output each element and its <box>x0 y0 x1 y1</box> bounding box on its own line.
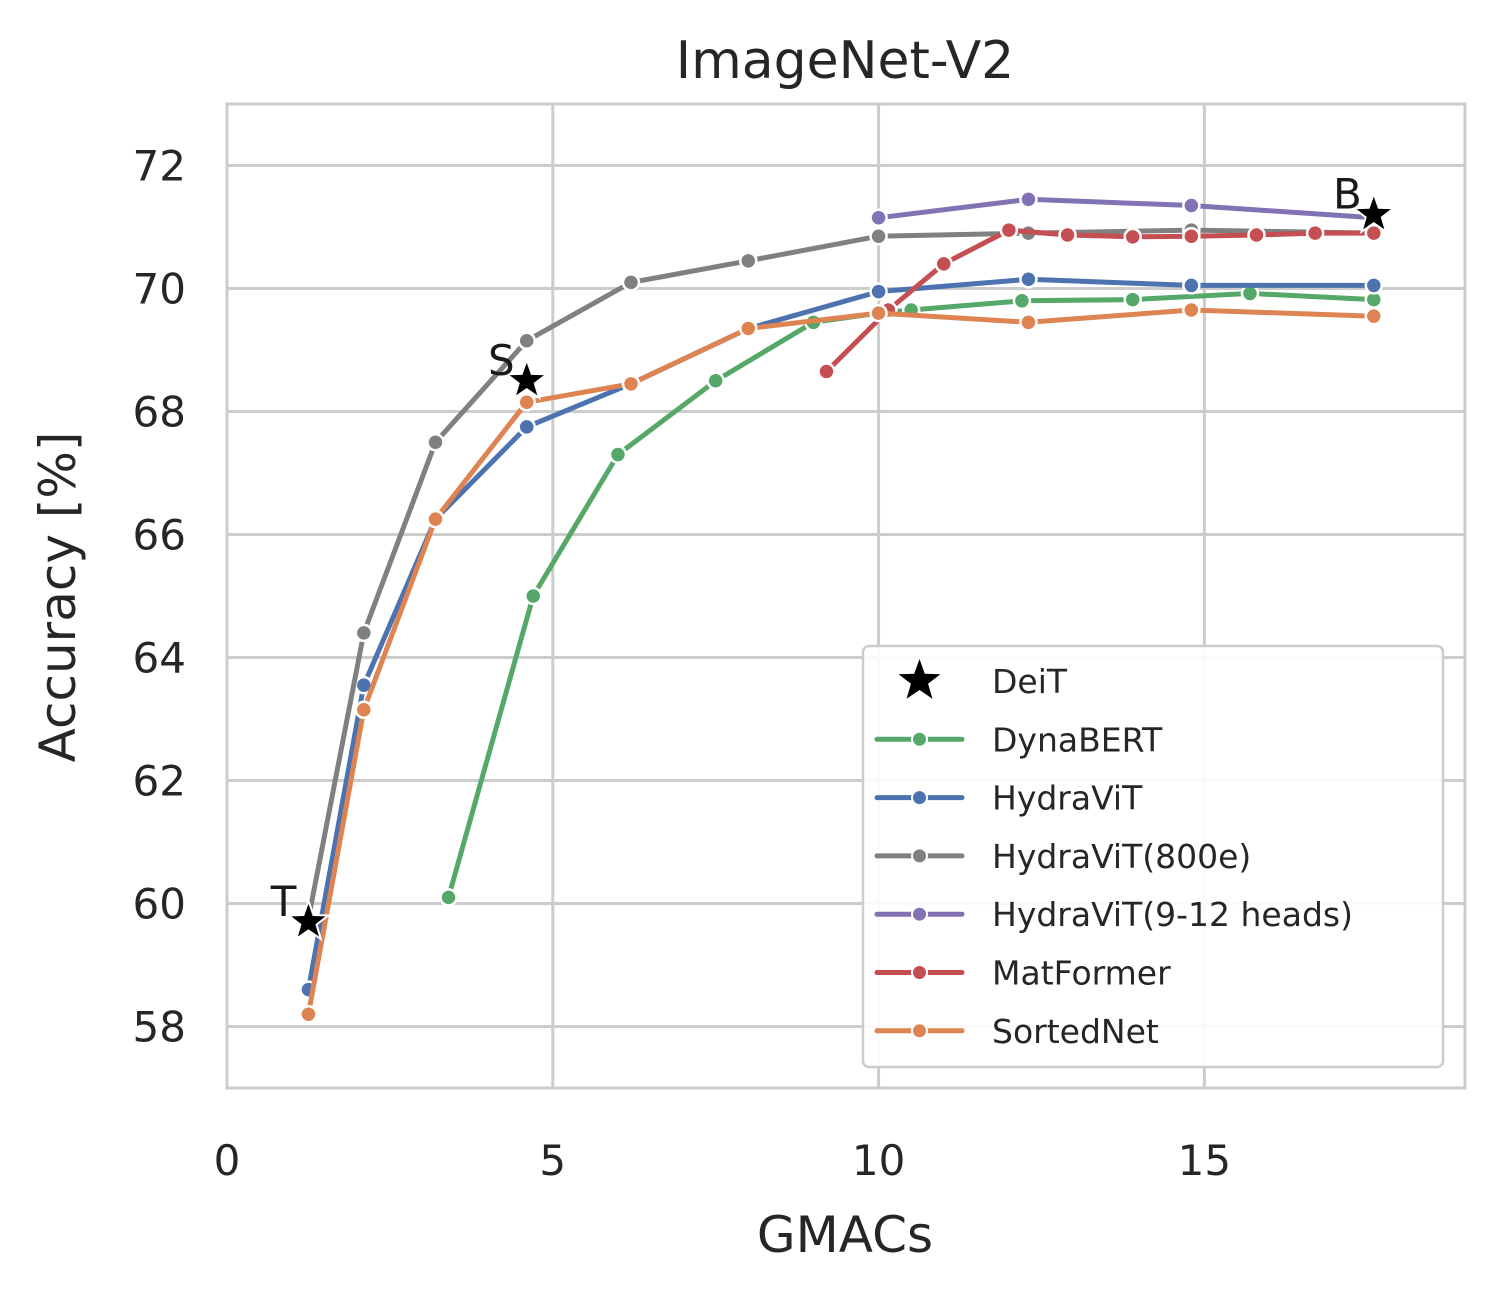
data-point-dynabert <box>1012 291 1032 311</box>
x-tick-label: 10 <box>852 1136 905 1185</box>
data-point-sortednet <box>299 1004 318 1024</box>
legend-label: MatFormer <box>992 954 1171 993</box>
legend-entry-deit: DeiT <box>898 659 1068 701</box>
legend-entry-hydravit: HydraViT <box>874 779 1143 818</box>
data-point-hydravit-9-12-heads <box>1182 196 1201 215</box>
y-tick-label: 60 <box>133 880 186 929</box>
data-point-matformer <box>817 362 836 381</box>
y-axis-title: Accuracy [%] <box>29 432 87 763</box>
legend-label: SortedNet <box>992 1012 1159 1051</box>
data-point-hydravit <box>1182 276 1201 295</box>
deit-annotation-s: S <box>488 336 515 385</box>
y-tick-label: 66 <box>133 511 186 560</box>
series-sortednet <box>299 300 1384 1024</box>
data-point-hydravit <box>869 282 888 301</box>
data-point-sortednet <box>354 700 374 720</box>
legend-label: HydraViT <box>992 779 1143 818</box>
series-matformer <box>817 220 1384 381</box>
legend-label: HydraViT(800e) <box>992 837 1251 876</box>
data-point-hydravit <box>517 417 536 437</box>
data-point-sortednet <box>869 303 888 323</box>
x-tick-label: 5 <box>539 1136 566 1185</box>
grid-lines <box>225 104 1465 1088</box>
data-point-hydravit-800e <box>517 331 536 351</box>
legend-label: HydraViT(9-12 heads) <box>992 895 1353 934</box>
series-line-hydravit-9-12-heads <box>876 196 1377 221</box>
legend-marker-swatch <box>911 905 928 923</box>
legend-entry-hydravit-800e: HydraViT(800e) <box>874 837 1251 876</box>
deit-star-marker <box>1350 190 1397 235</box>
chart-title: ImageNet-V2 <box>676 31 1015 91</box>
plot-frame <box>225 102 1467 1090</box>
deit-annotation-b: B <box>1333 170 1362 219</box>
x-axis-title: GMACs <box>757 1206 933 1264</box>
x-tick-label: 0 <box>214 1136 241 1185</box>
legend: DeiT DynaBERT HydraViT HydraViT(800e) HydraV… <box>861 644 1445 1069</box>
legend-marker-swatch <box>911 964 928 981</box>
data-point-dynabert <box>608 445 628 464</box>
data-point-sortednet <box>517 393 536 412</box>
data-point-hydravit-800e <box>426 433 445 452</box>
data-point-sortednet <box>621 374 641 394</box>
legend-marker-swatch <box>911 1022 928 1040</box>
deit-annotation-t: T <box>270 877 297 926</box>
y-tick-label: 64 <box>133 634 186 683</box>
data-point-matformer <box>1182 226 1201 246</box>
legend-entry-dynabert: DynaBERT <box>874 720 1163 759</box>
data-point-matformer <box>1364 223 1384 243</box>
legend-entry-sortednet: SortedNet <box>874 1012 1159 1051</box>
data-point-sortednet <box>1182 300 1201 320</box>
legend-marker-swatch <box>911 730 928 748</box>
data-point-dynabert <box>439 888 458 907</box>
data-point-hydravit <box>1364 276 1384 295</box>
y-tick-label: 72 <box>133 142 186 191</box>
data-point-hydravit-800e <box>739 251 758 271</box>
data-point-sortednet <box>1019 313 1038 332</box>
series-line-matformer <box>824 227 1377 374</box>
data-point-dynabert <box>706 371 725 390</box>
y-tick-label: 58 <box>133 1003 186 1052</box>
data-point-dynabert <box>523 586 543 606</box>
data-point-sortednet <box>1364 306 1384 326</box>
x-tick-label: 15 <box>1178 1136 1231 1185</box>
deit-star-marker <box>285 897 332 942</box>
y-tick-label: 70 <box>133 265 186 314</box>
y-tick-label: 68 <box>133 388 186 437</box>
data-point-matformer <box>1247 225 1266 245</box>
data-point-hydravit-800e <box>354 623 374 643</box>
deit-markers: T S B <box>270 170 1397 942</box>
y-tick-label: 62 <box>133 757 186 806</box>
data-point-matformer <box>999 220 1019 240</box>
data-point-hydravit-800e <box>621 273 641 292</box>
legend-star-icon <box>898 659 941 699</box>
legend-entry-matformer: MatFormer <box>874 954 1171 993</box>
data-point-sortednet <box>739 319 758 338</box>
data-point-matformer <box>934 254 953 274</box>
legend-label: DynaBERT <box>992 720 1163 759</box>
data-point-hydravit-9-12-heads <box>869 208 888 228</box>
tick-labels: 0 5 10 15 58 60 62 64 66 68 70 72 <box>133 142 1232 1186</box>
deit-star-marker <box>503 356 550 401</box>
data-point-hydravit-800e <box>869 226 888 246</box>
legend-marker-swatch <box>911 789 928 807</box>
data-point-matformer <box>1058 225 1077 245</box>
legend-marker-swatch <box>911 847 928 865</box>
data-point-hydravit <box>1019 270 1038 289</box>
legend-label: DeiT <box>992 662 1068 701</box>
legend-entry-hydravit-9-12-heads: HydraViT(9-12 heads) <box>874 895 1353 934</box>
legend-box <box>861 644 1445 1069</box>
data-point-hydravit-9-12-heads <box>1019 190 1038 209</box>
series-line-sortednet <box>305 307 1377 1017</box>
data-point-matformer <box>1305 223 1325 243</box>
data-point-dynabert <box>1123 290 1142 309</box>
series-line-hydravit-800e <box>305 227 1377 922</box>
data-point-matformer <box>1123 227 1142 247</box>
data-point-sortednet <box>426 509 445 529</box>
